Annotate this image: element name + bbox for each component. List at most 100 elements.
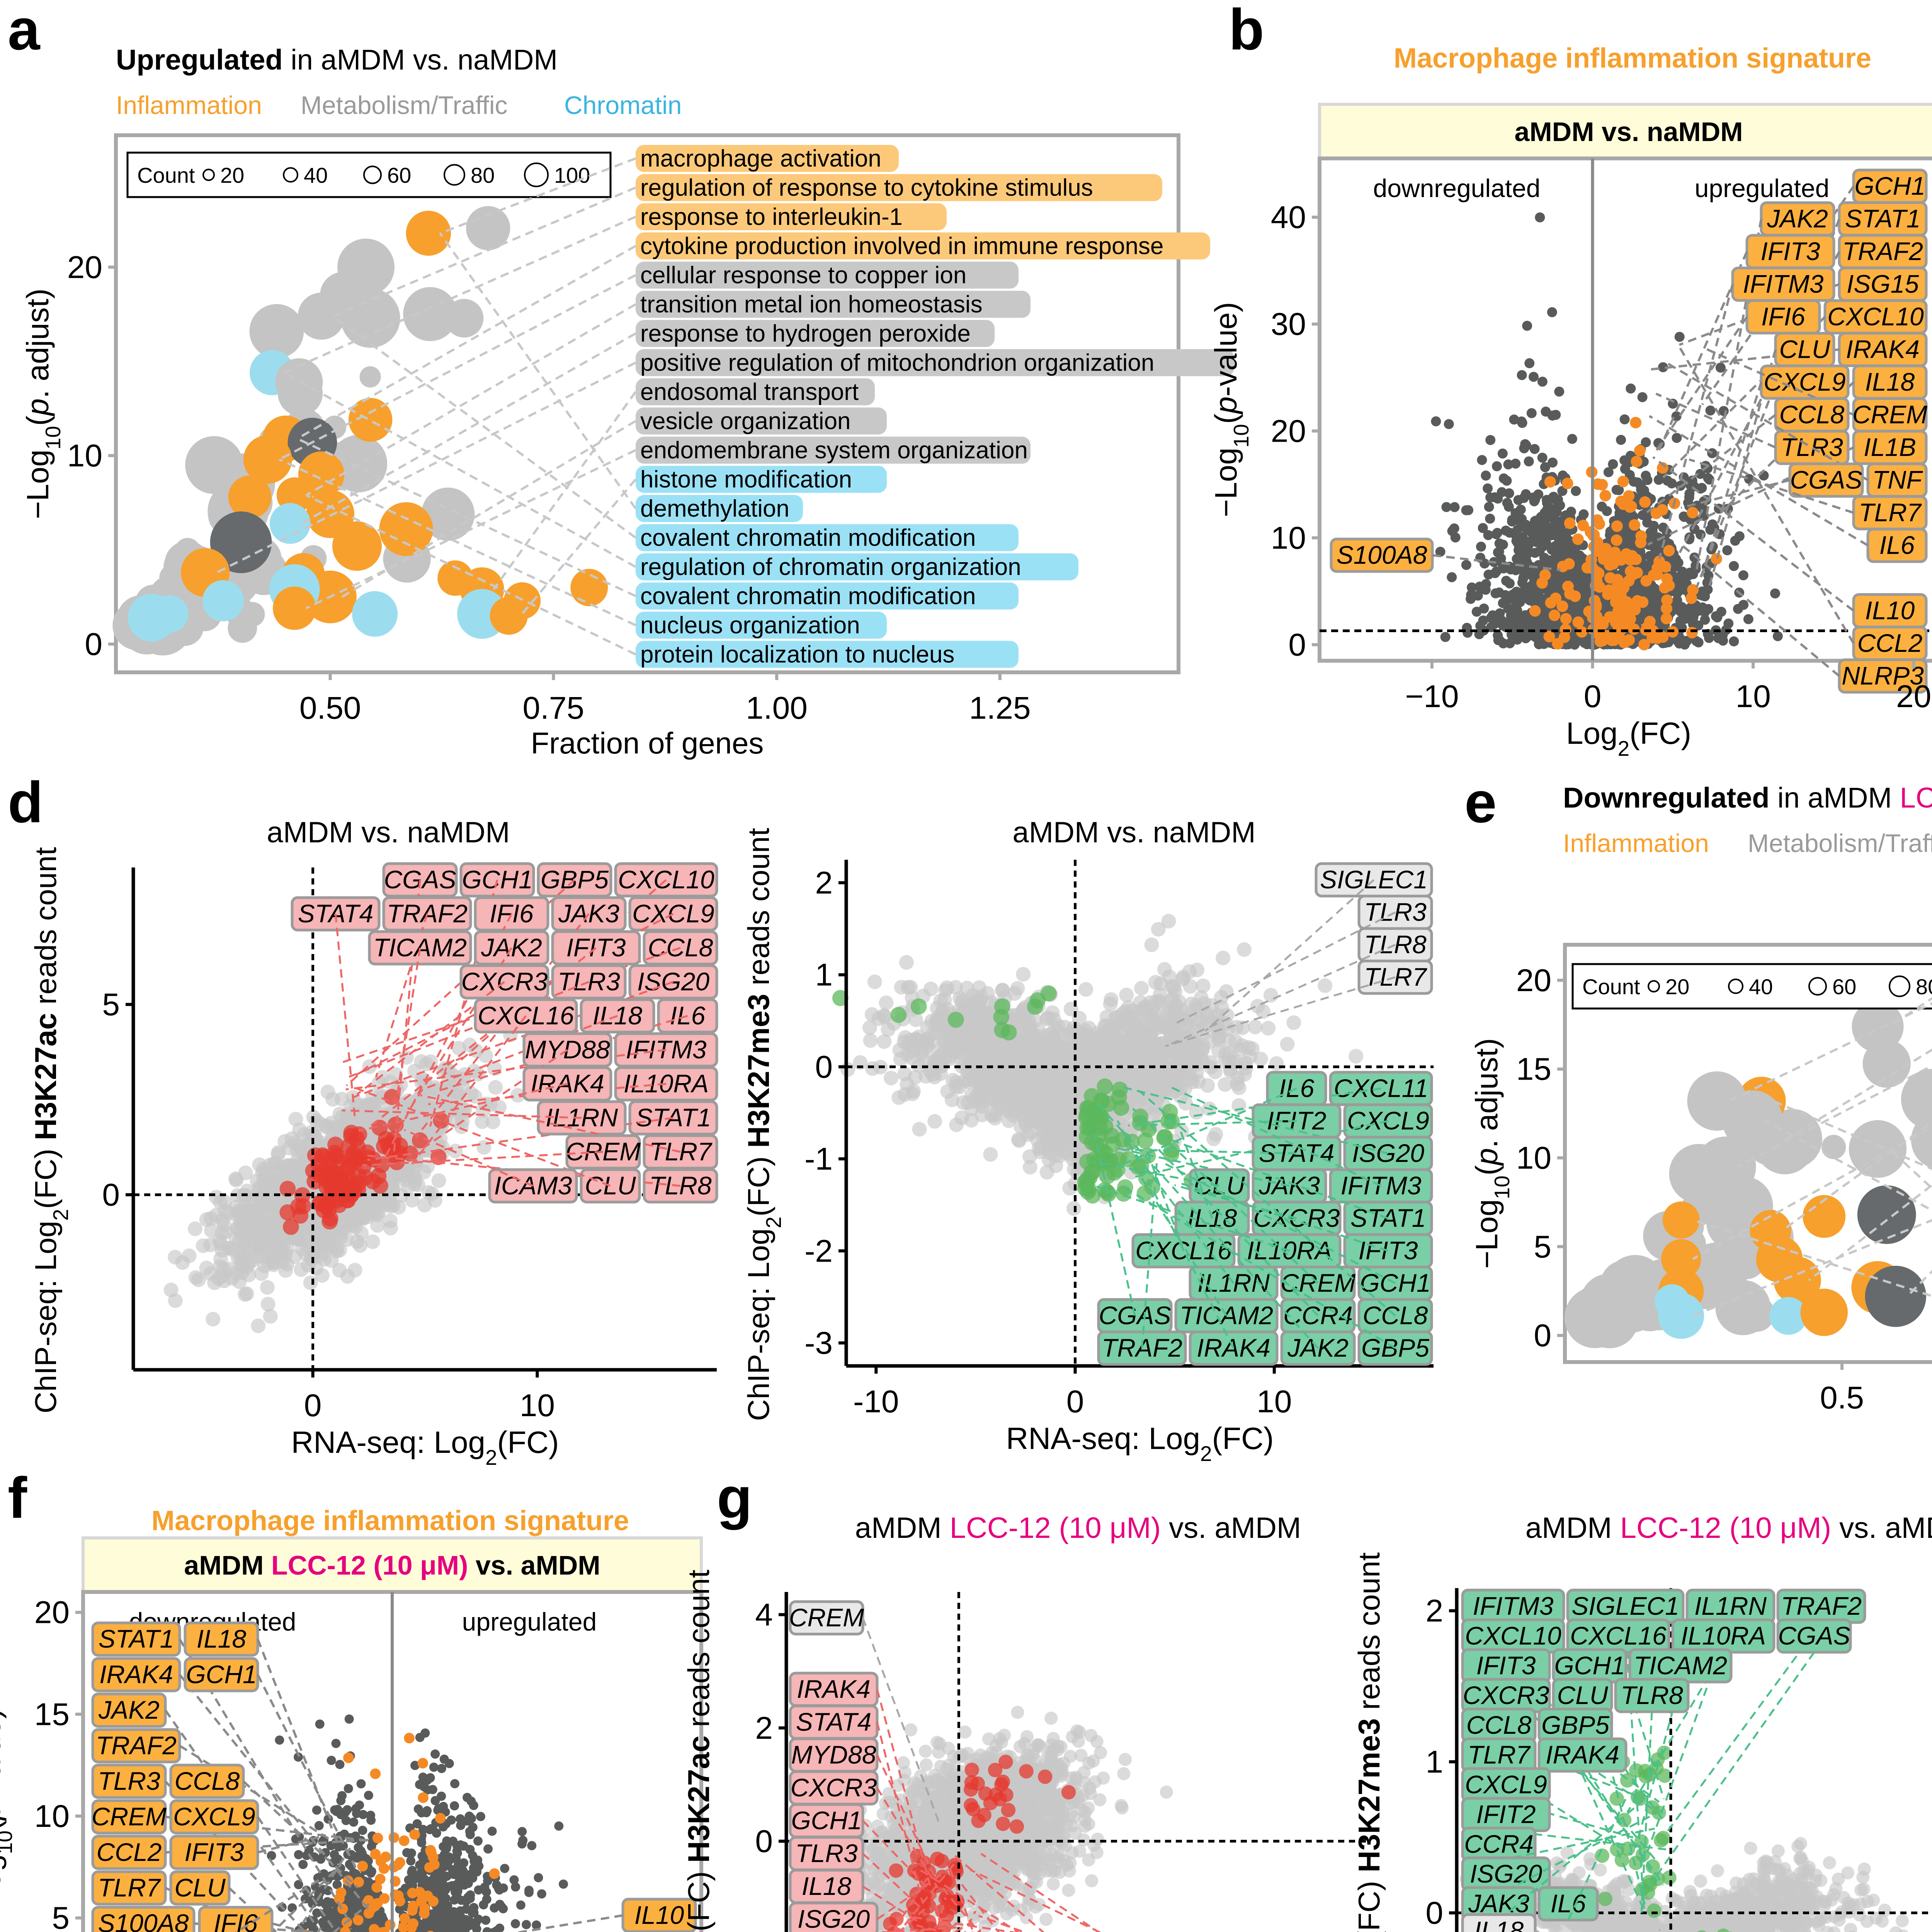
size-legend-value: 20	[220, 163, 244, 187]
gene-label-text: TLR3	[1781, 433, 1843, 461]
volcano-point	[1705, 405, 1715, 415]
go-term-label: positive regulation of mitochondrion org…	[636, 349, 1234, 376]
gene-label: TNF	[1868, 464, 1926, 497]
go-term-label: nucleus organization	[636, 612, 887, 639]
go-term-text: cellular response to copper ion	[640, 262, 966, 289]
connector-line	[440, 233, 636, 509]
volcano-point	[1597, 502, 1607, 512]
go-bubble	[298, 293, 345, 340]
go-term-text: vesicle organization	[640, 408, 851, 435]
volcano-point	[1504, 488, 1514, 498]
gene-label-text: IL6	[1879, 531, 1915, 560]
volcano-point	[1547, 307, 1557, 317]
volcano-point	[1449, 524, 1459, 534]
gene-label-text: S100A8	[1337, 541, 1427, 569]
gene-label: IL6	[1868, 529, 1926, 562]
y-tick-label: 0	[85, 627, 102, 662]
y-tick-label: 15	[1516, 1052, 1551, 1087]
highlighted-point	[1585, 526, 1596, 538]
x-tick-label: 0.75	[523, 690, 585, 726]
volcano-point	[1578, 509, 1588, 519]
go-term-text: nucleus organization	[640, 612, 860, 639]
volcano-point	[1738, 570, 1748, 580]
gene-label-text: CCL8	[1779, 400, 1845, 429]
volcano-point	[1641, 471, 1651, 481]
volcano-point	[1700, 607, 1710, 617]
volcano-point	[1524, 358, 1534, 368]
volcano-point	[1499, 621, 1509, 631]
go-term-label: protein localization to nucleus	[636, 641, 1019, 668]
highlighted-point	[1639, 496, 1651, 508]
volcano-point	[1533, 489, 1543, 499]
volcano-point	[1629, 477, 1639, 487]
volcano-point	[1492, 528, 1502, 538]
go-term-label: vesicle organization	[636, 408, 887, 435]
x-tick-label: 0.5	[1820, 1380, 1864, 1415]
go-bubble	[570, 569, 608, 606]
go-bubble	[250, 304, 304, 359]
size-legend-title: Count	[137, 163, 195, 187]
gene-label: TRAF2	[1839, 235, 1926, 268]
highlighted-point	[1659, 582, 1670, 594]
go-term-text: regulation of chromatin organization	[640, 554, 1021, 580]
volcano-point	[1571, 486, 1581, 496]
gene-label: S100A8	[1331, 539, 1432, 571]
size-legend-title: Count	[1582, 975, 1640, 999]
y-tick-label: 10	[67, 438, 102, 473]
highlighted-point	[1637, 596, 1648, 608]
volcano-point	[1626, 384, 1636, 394]
volcano-point	[331, 1739, 340, 1748]
volcano-point	[1568, 544, 1578, 554]
volcano-point	[1451, 532, 1461, 543]
text-span: (	[20, 415, 55, 426]
go-term-label: endosomal transport	[636, 378, 875, 405]
category-legend-item: Chromatin	[564, 91, 682, 119]
volcano-point	[1521, 440, 1531, 451]
highlighted-point	[1594, 518, 1605, 530]
highlighted-point	[1623, 575, 1634, 587]
volcano-point	[1481, 585, 1491, 595]
volcano-point	[1713, 633, 1723, 643]
volcano-point	[537, 1889, 546, 1898]
volcano-point	[327, 1756, 336, 1765]
volcano-point	[1619, 455, 1629, 465]
volcano-point	[1485, 435, 1495, 445]
gene-label: ISG15	[1839, 268, 1926, 301]
volcano-point	[1522, 321, 1532, 331]
volcano-point	[1466, 590, 1476, 600]
volcano-point	[1483, 530, 1493, 540]
highlighted-point	[1661, 613, 1672, 624]
gene-label: IFI6	[1747, 301, 1820, 333]
y-axis-title: −Log10(p-value)	[1209, 302, 1253, 517]
go-bubble	[202, 580, 244, 621]
highlighted-point	[1560, 613, 1572, 625]
go-bubble	[1658, 1293, 1704, 1339]
volcano-point	[1729, 561, 1739, 571]
text-span: −Log	[1469, 1199, 1504, 1269]
gene-label: CCL8	[1776, 399, 1848, 431]
y-tick-label: 10	[1516, 1140, 1551, 1175]
go-bubble	[1663, 1201, 1700, 1238]
go-term-label: response to hydrogen peroxide	[636, 320, 995, 347]
highlighted-point	[1600, 490, 1611, 502]
text-span: in aMDM vs. naMDM	[283, 44, 558, 76]
x-tick-label: 0.50	[299, 690, 361, 726]
volcano-point	[1484, 502, 1494, 512]
gene-label: CCL2	[1854, 627, 1926, 660]
y-tick-label: 20	[1516, 963, 1551, 998]
gene-label: CXCL10	[1825, 301, 1926, 333]
go-term-label: histone modification	[636, 466, 887, 493]
volcano-point	[1517, 418, 1527, 428]
volcano-point	[1490, 615, 1500, 625]
highlighted-point	[1544, 631, 1555, 643]
volcano-point	[1463, 628, 1473, 638]
volcano-point	[1477, 455, 1487, 465]
category-legend-item: Metabolism/Traffic	[301, 91, 507, 119]
highlighted-point	[1564, 517, 1576, 529]
gene-label: IL10	[1854, 595, 1926, 627]
go-bubble	[1669, 1144, 1729, 1204]
go-term-label: endomembrane system organization	[636, 437, 1031, 464]
gene-label-text: CXCL9	[1764, 367, 1846, 396]
volcano-point	[1532, 537, 1542, 547]
gene-label-text: IL10	[1865, 596, 1915, 625]
